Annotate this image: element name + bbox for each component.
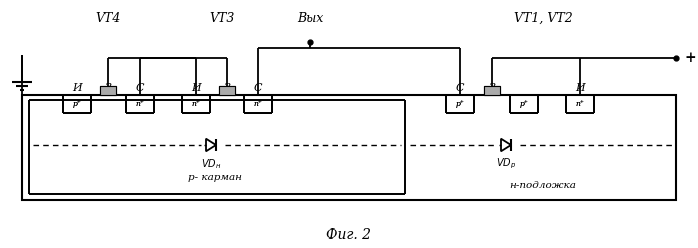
Text: n⁺: n⁺: [253, 100, 262, 108]
Bar: [219, 86, 235, 95]
Text: n⁺: n⁺: [135, 100, 144, 108]
Text: С: С: [254, 83, 262, 93]
Text: р- карман: р- карман: [188, 174, 242, 183]
Text: p⁺: p⁺: [73, 100, 82, 108]
Text: З: З: [489, 83, 496, 93]
Text: VT4: VT4: [96, 11, 121, 25]
Text: n⁺: n⁺: [576, 100, 584, 108]
Text: Вых: Вых: [297, 11, 323, 25]
Text: И: И: [72, 83, 82, 93]
Bar: [30, 101, 404, 193]
Text: n⁺: n⁺: [191, 100, 200, 108]
Bar: [484, 86, 500, 95]
Text: С: С: [456, 83, 464, 93]
Text: n⁺: n⁺: [576, 100, 584, 108]
Text: p⁺: p⁺: [519, 100, 528, 108]
Text: И: И: [191, 83, 201, 93]
Text: н-подложка: н-подложка: [510, 181, 577, 189]
Text: n⁺: n⁺: [253, 100, 262, 108]
Text: p⁺: p⁺: [456, 100, 464, 108]
Text: З: З: [223, 83, 230, 93]
Bar: [484, 86, 500, 95]
Bar: [219, 86, 235, 95]
Text: p⁺: p⁺: [519, 100, 528, 108]
Text: Фиг. 2: Фиг. 2: [327, 228, 371, 242]
Text: С: С: [135, 83, 144, 93]
Text: И: И: [575, 83, 585, 93]
Text: VT3: VT3: [209, 11, 235, 25]
Text: n⁺: n⁺: [191, 100, 200, 108]
Text: p⁺: p⁺: [456, 100, 464, 108]
Text: VT1, VT2: VT1, VT2: [514, 11, 572, 25]
Bar: [100, 86, 116, 95]
Text: З: З: [105, 83, 112, 93]
Text: n⁺: n⁺: [135, 100, 144, 108]
Text: $VD_н$: $VD_н$: [201, 157, 221, 171]
Text: p⁺: p⁺: [73, 100, 82, 108]
Text: +: +: [684, 51, 696, 65]
Bar: [100, 86, 116, 95]
Text: $VD_р$: $VD_р$: [496, 157, 516, 171]
Bar: [22, 95, 676, 200]
